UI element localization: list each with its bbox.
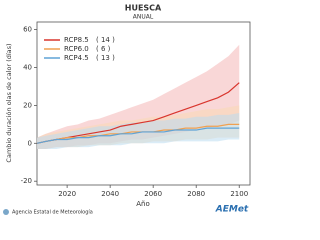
- y-tick-label: 60: [23, 26, 32, 34]
- x-tick-label: 2020: [58, 190, 76, 198]
- x-tick-label: 2100: [230, 190, 248, 198]
- chart: HUESCA ANUAL Año Cambio duración olas de…: [3, 4, 251, 216]
- x-axis-label: Año: [136, 200, 150, 208]
- legend-label: RCP6.0: [64, 45, 89, 53]
- legend-count: ( 13 ): [96, 54, 115, 62]
- y-axis-label: Cambio duración olas de calor (días): [5, 43, 13, 162]
- legend-label: RCP4.5: [64, 54, 89, 62]
- legend-label: RCP8.5: [64, 36, 89, 44]
- chart-title: HUESCA: [125, 4, 162, 13]
- x-tick-label: 2060: [144, 190, 162, 198]
- chart-subtitle: ANUAL: [133, 14, 154, 21]
- y-tick-label: 0: [28, 139, 32, 147]
- y-tick-label: 20: [23, 101, 32, 109]
- logo: AEMet: [215, 205, 249, 215]
- series-line: [36, 127, 240, 144]
- x-tick-label: 2080: [187, 190, 205, 198]
- series-line: [36, 123, 240, 144]
- legend-count: ( 14 ): [96, 36, 115, 44]
- y-tick-label: 40: [23, 63, 32, 71]
- y-tick-label: -20: [21, 177, 32, 185]
- x-tick-label: 2040: [101, 190, 119, 198]
- legend-count: ( 6 ): [96, 45, 111, 53]
- range-band: [37, 112, 240, 149]
- source: Agencia Estatal de Meteorología: [12, 209, 93, 216]
- source-icon: [3, 209, 9, 215]
